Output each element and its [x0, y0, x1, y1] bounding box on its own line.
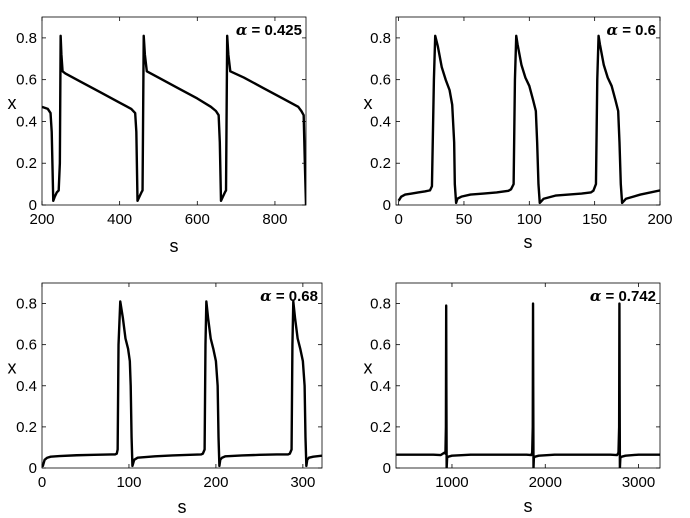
y-tick-label: 0.8 [370, 296, 391, 313]
x-tick-label: 800 [262, 211, 287, 228]
series-line [42, 34, 306, 205]
panel-alpha-0425: 200 400 600 800 0 0.2 0.4 0.6 0.8 s x α = 0.425 [8, 16, 307, 256]
x-tick-label: 200 [203, 474, 228, 491]
y-tick-label: 0.4 [370, 378, 391, 395]
y-tick-label: 0.8 [370, 30, 391, 47]
y-axis-label: x [8, 93, 17, 113]
y-tick-label: 0 [29, 460, 37, 477]
y-tick-label: 0.6 [370, 337, 391, 354]
axes-box [41, 16, 307, 206]
y-tick-label: 0.2 [16, 419, 37, 436]
x-tick-label: 400 [107, 211, 132, 228]
axes-box [395, 282, 661, 469]
x-axis-label: s [178, 497, 187, 517]
y-tick-label: 0.8 [16, 30, 37, 47]
y-tick-label: 0.6 [16, 72, 37, 89]
y-tick-label: 0.6 [370, 72, 391, 89]
alpha-annotation: α = 0.742 [590, 287, 656, 305]
x-tick-label: 1000 [435, 474, 468, 491]
series-line [396, 302, 660, 468]
x-tick-label: 50 [456, 211, 473, 228]
x-tick-label: 200 [29, 211, 54, 228]
alpha-annotation: α = 0.6 [607, 21, 657, 39]
y-tick-label: 0.4 [370, 113, 391, 130]
x-axis-label: s [524, 232, 533, 252]
series-line [397, 34, 660, 205]
y-axis-label: x [364, 358, 373, 378]
y-tick-label: 0.8 [16, 296, 37, 313]
x-axis-label: s [524, 496, 533, 516]
panel-alpha-06: 0 50 100 150 200 0 0.2 0.4 0.6 0.8 s x α = 0.6 [364, 16, 673, 252]
x-tick-label: 600 [185, 211, 210, 228]
y-tick-label: 0.4 [16, 113, 37, 130]
x-tick-label: 200 [647, 211, 672, 228]
x-tick-label: 100 [517, 211, 542, 228]
alpha-annotation: α = 0.425 [236, 21, 302, 39]
y-tick-label: 0.2 [370, 155, 391, 172]
panel-alpha-0742: 1000 2000 3000 0 0.2 0.4 0.6 0.8 s x α = 0.742 [364, 282, 661, 516]
y-tick-label: 0.4 [16, 378, 37, 395]
x-tick-label: 0 [394, 211, 402, 228]
x-tick-label: 3000 [622, 474, 655, 491]
x-tick-label: 150 [582, 211, 607, 228]
y-tick-label: 0 [383, 460, 391, 477]
y-tick-label: 0.6 [16, 337, 37, 354]
x-tick-label: 2000 [529, 474, 562, 491]
y-tick-label: 0 [383, 197, 391, 214]
x-tick-label: 0 [38, 474, 46, 491]
x-tick-label: 100 [116, 474, 141, 491]
y-tick-label: 0 [29, 197, 37, 214]
y-tick-label: 0.2 [370, 419, 391, 436]
y-tick-label: 0.2 [16, 155, 37, 172]
x-axis-label: s [170, 236, 179, 256]
x-tick-label: 300 [290, 474, 315, 491]
axes-box [395, 16, 661, 206]
y-axis-label: x [364, 93, 373, 113]
axes-box [41, 282, 323, 469]
y-axis-label: x [8, 358, 17, 378]
alpha-annotation: α = 0.68 [260, 287, 318, 305]
panel-alpha-068: 0 100 200 300 0 0.2 0.4 0.6 0.8 s x α = 0.68 [8, 282, 323, 517]
series-line [42, 300, 322, 468]
